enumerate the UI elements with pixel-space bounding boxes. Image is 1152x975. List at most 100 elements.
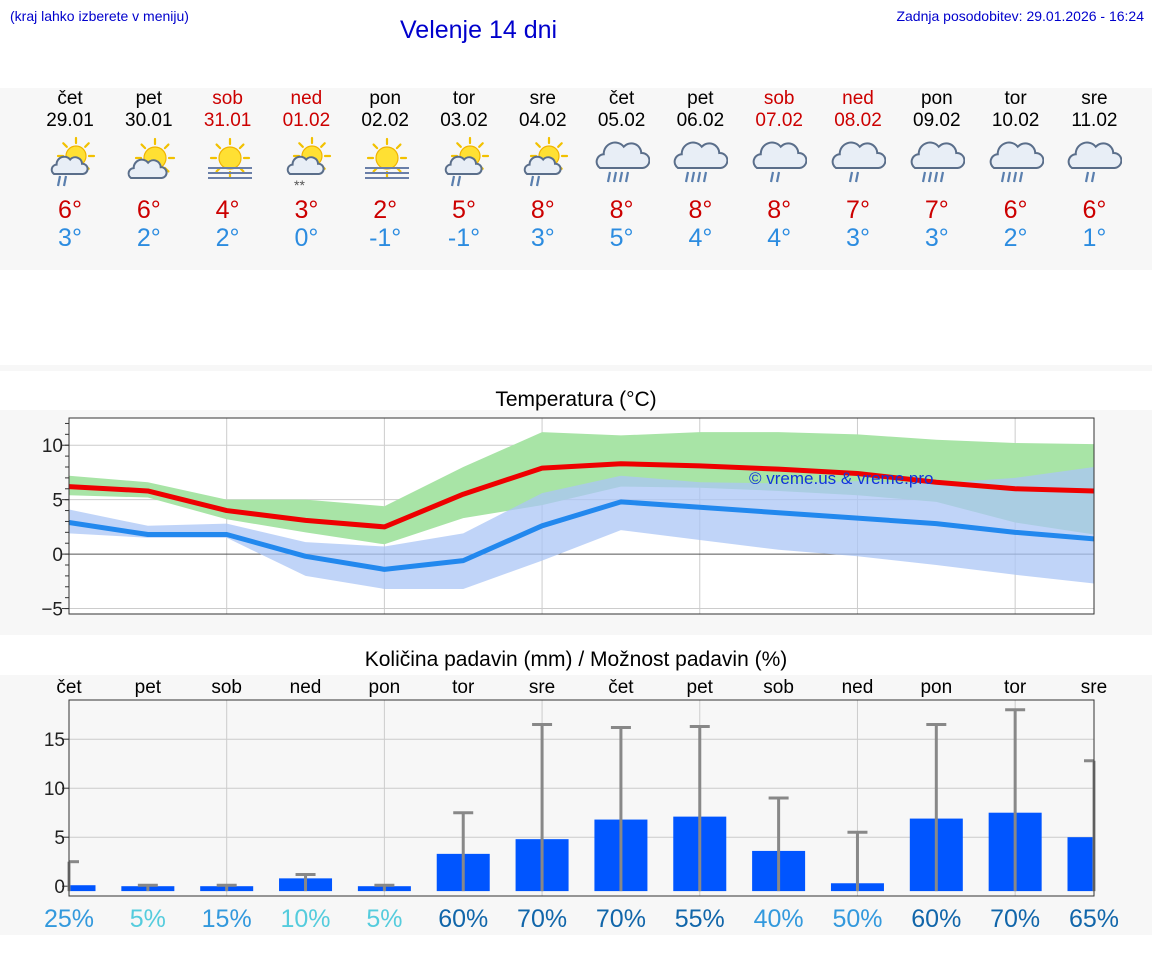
tmin-line [68, 499, 1095, 572]
tmax-line [68, 461, 1095, 530]
day-date: 05.02 [597, 110, 646, 131]
probability-label: 70% [990, 905, 1040, 933]
probability-label: 40% [754, 905, 804, 933]
day-column: pon 02.02 2° -1° [346, 88, 424, 252]
plot-frame [68, 699, 1095, 897]
daily-forecast-strip: čet 29.01 6° 3° pet 30.01 6° 2° sob 31.01 4° 2° ned 0… [0, 88, 1152, 258]
day-date: 11.02 [1071, 110, 1118, 131]
temp-max: 6° [1082, 196, 1107, 224]
temp-min: 4° [688, 224, 713, 252]
temperature-chart: −5 0 5 10 © vreme.us & vreme.pro [41, 417, 1095, 621]
temp-min: 3° [530, 224, 555, 252]
category-label: ned [842, 677, 874, 698]
day-date: 09.02 [913, 110, 961, 131]
day-date: 01.02 [282, 110, 331, 131]
probability-label: 55% [675, 905, 725, 933]
temp-max: 5° [452, 196, 476, 224]
cloud-heavy-rain-icon [595, 141, 650, 183]
temp-max: 3° [294, 196, 319, 224]
temp-min: 0° [294, 224, 319, 252]
sun-cloud-icon [127, 137, 175, 179]
category-label: sob [763, 677, 794, 698]
category-label: čet [608, 677, 634, 698]
probability-label: 50% [832, 905, 882, 933]
temp-max: 6° [136, 196, 161, 224]
svg-text:**: ** [294, 177, 305, 192]
day-name: tor [452, 88, 476, 109]
day-date: 10.02 [991, 110, 1040, 131]
day-date: 30.01 [125, 110, 173, 131]
temp-min: -1° [447, 224, 481, 252]
day-column: ned 01.02 ** 3° 0° [267, 88, 345, 252]
day-column: pet 30.01 6° 2° [110, 88, 188, 252]
precipitation-chart-title: Količina padavin (mm) / Možnost padavin … [364, 648, 788, 671]
probability-label: 15% [202, 905, 252, 933]
day-name: sob [763, 88, 795, 109]
day-date: 08.02 [834, 110, 882, 131]
cloud-rain-icon [831, 141, 886, 183]
temp-min: 3° [924, 224, 949, 252]
temp-min: 1° [1082, 224, 1107, 252]
day-column: sre 04.02 8° 3° [504, 88, 582, 252]
probability-label: 60% [911, 905, 961, 933]
category-label: pon [920, 677, 952, 698]
y-tick-label: −5 [41, 600, 63, 621]
temp-min: 3° [58, 224, 82, 252]
plot-frame [68, 417, 1095, 615]
temp-max: 6° [58, 196, 82, 224]
probability-label: 10% [281, 905, 331, 933]
temp-max: 7° [846, 196, 870, 224]
temp-min: 5° [609, 224, 634, 252]
temp-min: 3° [846, 224, 870, 252]
day-column: tor 10.02 6° 2° [977, 88, 1055, 252]
category-label: pet [687, 677, 714, 698]
temp-max: 7° [924, 196, 949, 224]
day-name: sob [212, 88, 243, 109]
category-label: tor [452, 677, 475, 698]
location-menu-link[interactable]: (kraj lahko izberete v meniju) [10, 8, 189, 24]
temp-max: 8° [609, 196, 634, 224]
day-date: 31.01 [203, 110, 252, 131]
day-column: tor 03.02 5° -1° [425, 88, 503, 252]
day-name: čet [57, 88, 83, 109]
temp-min: -1° [369, 224, 402, 252]
day-column: čet 05.02 8° 5° [583, 88, 661, 252]
y-tick-label: 0 [52, 545, 63, 566]
probability-label: 25% [44, 905, 94, 933]
temp-max: 8° [530, 196, 555, 224]
day-name: sre [1081, 88, 1108, 109]
day-date: 07.02 [755, 110, 803, 131]
probability-label: 60% [438, 905, 488, 933]
category-label: pon [369, 677, 401, 698]
day-date: 02.02 [361, 110, 409, 131]
day-column: pet 06.02 8° 4° [661, 88, 739, 252]
day-name: ned [842, 88, 874, 109]
temp-max: 4° [215, 196, 240, 224]
day-name: pon [369, 88, 402, 109]
y-tick-label: 5 [52, 491, 63, 512]
cloud-heavy-rain-icon [674, 141, 729, 183]
day-column: sre 11.02 6° 1° [1055, 88, 1133, 252]
sun-cloud-rain-icon [444, 136, 490, 187]
day-name: tor [1004, 88, 1027, 109]
last-update: Zadnja posodobitev: 29.01.2026 - 16:24 [896, 8, 1144, 24]
watermark: © vreme.us & vreme.pro [749, 469, 933, 488]
day-column: sob 31.01 4° 2° [189, 88, 267, 252]
probability-label: 5% [366, 905, 402, 933]
cloud-heavy-rain-icon [989, 141, 1044, 183]
temp-max: 2° [373, 196, 398, 224]
day-name: pet [135, 88, 162, 109]
day-name: čet [608, 88, 635, 109]
forecast-band [0, 88, 1152, 270]
cloud-rain-icon [1068, 141, 1123, 183]
probability-label: 70% [596, 905, 646, 933]
page-title: Velenje 14 dni [400, 16, 558, 44]
sun-fog-icon [207, 137, 252, 179]
separator [0, 365, 1152, 371]
day-column: ned 08.02 7° 3° [819, 88, 897, 252]
day-column: pon 09.02 7° 3° [898, 88, 976, 252]
temp-min: 4° [767, 224, 792, 252]
category-label: pet [135, 677, 162, 698]
y-tick-label: 0 [54, 877, 65, 898]
category-label: sre [529, 677, 555, 698]
